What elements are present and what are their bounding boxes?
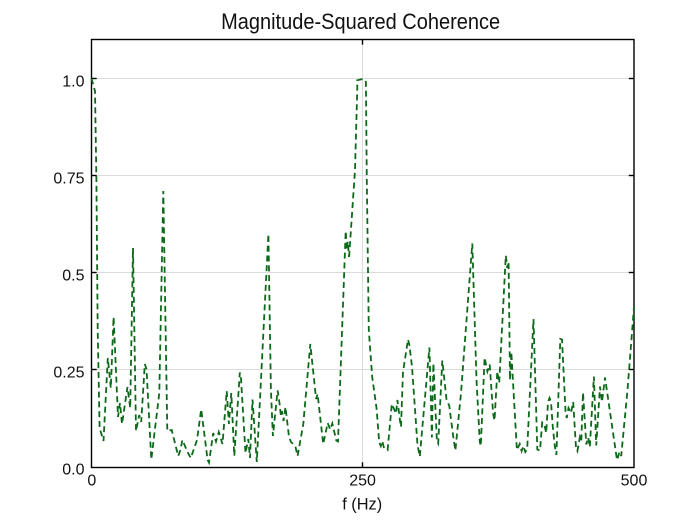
svg-text:0: 0 [87,473,96,490]
svg-text:250: 250 [349,473,376,490]
svg-text:Magnitude-Squared Coherence: Magnitude-Squared Coherence [221,9,500,34]
svg-text:f (Hz): f (Hz) [342,495,382,513]
svg-text:0.5: 0.5 [62,267,84,284]
svg-text:500: 500 [621,473,648,490]
svg-text:0.75: 0.75 [53,170,84,187]
svg-text:0.25: 0.25 [53,365,84,382]
svg-text:1.0: 1.0 [62,73,84,90]
svg-text:0.0: 0.0 [62,462,84,479]
